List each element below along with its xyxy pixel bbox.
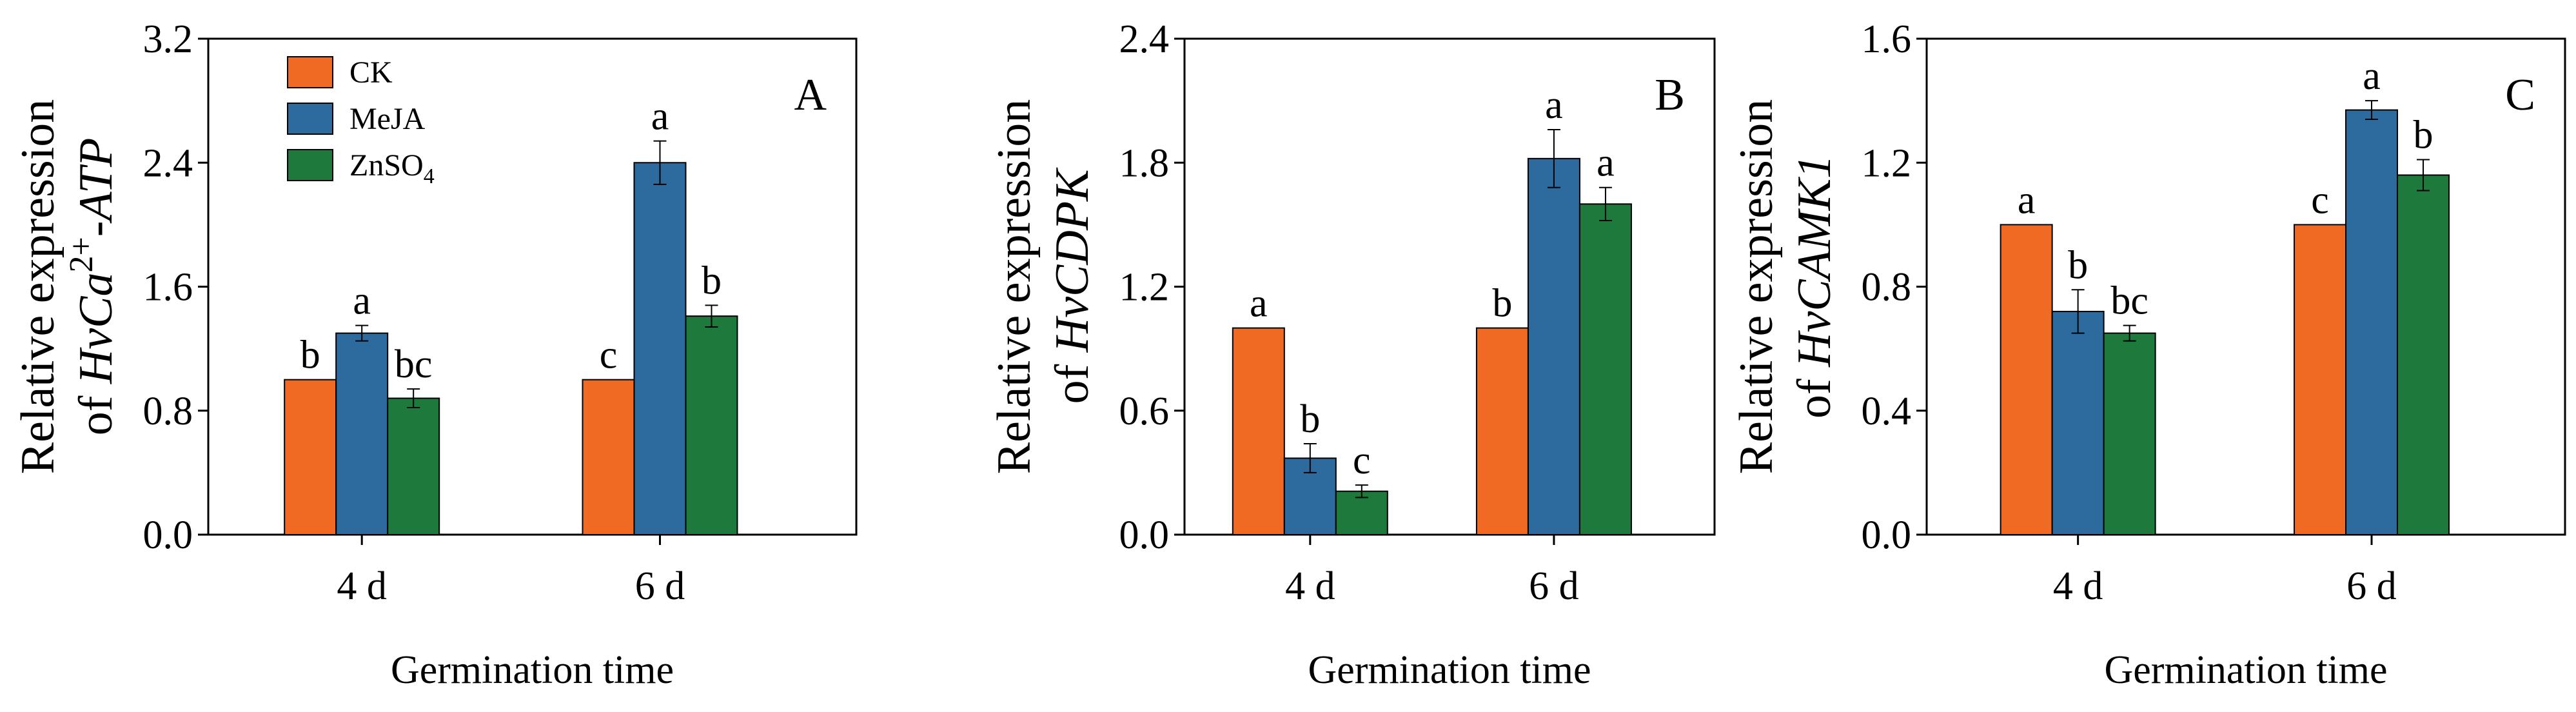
bar-meja-4d [335,332,389,535]
gene-name: HvCAMK1 [1788,155,1841,368]
significance-letter: a [2018,178,2036,222]
x-tick-label: 6 d [1529,564,1579,608]
y-tick-label: 0.8 [1862,266,1912,310]
y-tick-label: 0.8 [143,390,193,433]
y-axis-label-line2: of HvCDPK [1046,167,1099,404]
bar-ck-6d [582,379,635,535]
bar-ck-4d [2000,224,2053,535]
y-axis-label-prefix: of [70,384,123,435]
y-axis-label-line1: Relative expression [12,99,64,475]
significance-letter: a [1545,83,1563,127]
y-tick-label: 0.0 [1119,513,1170,557]
y-axis-label-prefix: of [1788,367,1841,419]
significance-letter: a [353,279,371,323]
y-tick-label: 2.4 [1119,17,1170,61]
legend-swatch-ck [287,56,333,88]
y-axis-label-prefix: of [1046,352,1099,404]
gene-superscript: 2+ [63,237,100,272]
bar-znso4-6d [1578,203,1632,536]
y-tick-label: 0.6 [1119,390,1170,433]
significance-letter: a [2363,54,2381,98]
y-tick-label: 2.4 [143,141,193,185]
bar-znso4-4d [2103,332,2156,535]
panel-label: A [794,70,827,120]
x-axis-label: Germination time [391,648,674,692]
gene-name: HvCa [70,272,123,384]
bar-znso4-4d [387,397,440,536]
significance-letter: c [1353,439,1371,482]
significance-letter: b [2414,113,2433,157]
significance-letter: c [2311,178,2329,222]
y-axis-label-line1: Relative expression [1730,99,1783,475]
panel-label: C [2505,70,2535,120]
significance-letter: b [1492,282,1512,326]
significance-letter: b [300,333,320,377]
bar-meja-6d [2345,109,2399,535]
significance-letter: b [1300,397,1320,441]
bar-ck-6d [2294,224,2347,535]
gene-name: HvCDPK [1046,167,1099,353]
y-axis-label-line2: of HvCa2+-ATP [63,138,123,436]
bar-meja-6d [633,162,687,535]
panel-label: B [1655,70,1685,120]
legend-swatch-meja [287,103,333,135]
bar-znso4-6d [2397,174,2450,536]
bar-ck-4d [284,379,337,535]
legend-swatch-znso4 [287,149,333,181]
y-tick-label: 0.0 [1862,513,1912,557]
y-tick-label: 1.6 [1862,17,1912,61]
y-tick-label: 1.6 [143,266,193,310]
y-tick-label: 0.4 [1862,390,1912,433]
significance-letter: b [702,259,722,302]
x-axis-label: Germination time [1308,648,1591,692]
legend-label-ck: CK [349,55,393,90]
y-tick-label: 0.0 [143,513,193,557]
significance-letter: a [1250,282,1268,326]
y-tick-label: 3.2 [143,17,193,61]
significance-letter: b [2068,243,2088,287]
significance-letter: a [651,95,669,139]
y-axis-label-line2: of HvCAMK1 [1788,155,1841,419]
y-tick-label: 1.2 [1119,266,1170,310]
y-tick-label: 1.2 [1862,141,1912,185]
bar-meja-6d [1527,157,1580,535]
bar-ck-4d [1232,327,1285,535]
significance-letter: bc [395,342,433,386]
x-axis-label: Germination time [2104,648,2387,692]
legend-label-znso4: ZnSO4 [349,148,435,188]
legend-subscript: 4 [424,164,435,188]
bar-znso4-6d [685,315,738,535]
x-tick-label: 6 d [2346,564,2397,608]
x-tick-label: 4 d [2053,564,2103,608]
significance-letter: a [1597,141,1615,185]
bar-meja-4d [2051,310,2105,535]
significance-letter: c [600,333,618,377]
significance-letter: bc [2110,279,2148,323]
gene-suffix: -ATP [70,138,123,237]
y-tick-label: 1.8 [1119,141,1170,185]
legend-label-meja: MeJA [349,102,426,136]
legend: CK MeJA ZnSO4 [287,55,435,188]
x-tick-label: 6 d [635,564,685,608]
x-tick-label: 4 d [337,564,387,608]
bar-ck-6d [1475,327,1529,535]
y-axis-label-line1: Relative expression [988,99,1041,475]
x-tick-label: 4 d [1285,564,1335,608]
